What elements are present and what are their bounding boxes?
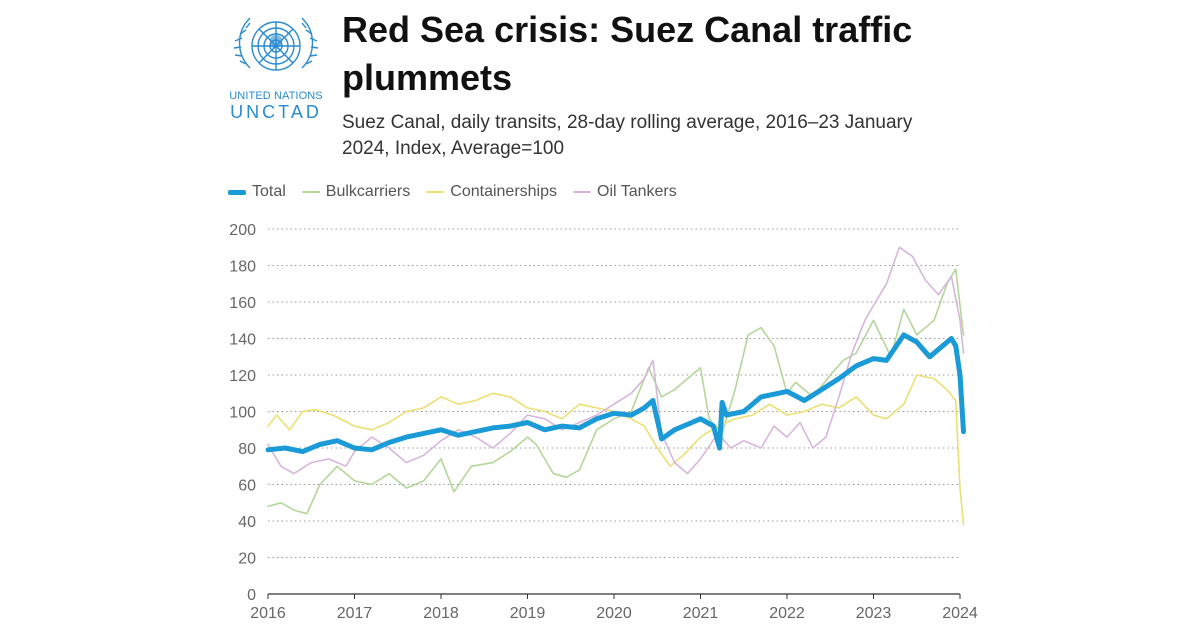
y-tick-label-80: 80 xyxy=(238,441,256,458)
y-tick-label-40: 40 xyxy=(238,514,256,531)
legend-label-total: Total xyxy=(252,183,286,200)
legend-swatch-oil-tankers xyxy=(573,191,591,193)
x-tick-label-2023: 2023 xyxy=(856,605,892,622)
y-tick-label-140: 140 xyxy=(229,332,256,349)
y-tick-label-20: 20 xyxy=(238,551,256,568)
series-line-bulkcarriers xyxy=(267,268,965,515)
un-emblem-icon xyxy=(233,17,319,71)
chart-title: Red Sea crisis: Suez Canal traffic plumm… xyxy=(342,9,913,98)
logo-line1: UNITED NATIONS xyxy=(229,90,323,102)
x-tick-label-2021: 2021 xyxy=(683,605,719,622)
legend-swatch-containerships xyxy=(426,191,445,193)
legend-item-containerships: Containerships xyxy=(426,183,557,201)
logo-line2: UNCTAD xyxy=(230,102,322,122)
x-tick-label-2017: 2017 xyxy=(337,605,373,622)
legend-swatch-bulkcarriers xyxy=(301,191,320,193)
legend-label-bulkcarriers: Bulkcarriers xyxy=(325,183,411,200)
y-tick-label-180: 180 xyxy=(229,259,256,276)
x-tick-label-2018: 2018 xyxy=(423,605,459,622)
unctad-logo: UNITED NATIONS UNCTAD xyxy=(226,6,326,124)
legend-label-oil-tankers: Oil Tankers xyxy=(597,183,677,200)
x-tick-label-2024: 2024 xyxy=(942,605,978,622)
series-line-oil-tankers xyxy=(267,246,965,475)
x-tick-label-2022: 2022 xyxy=(769,605,805,622)
y-tick-label-60: 60 xyxy=(238,478,256,495)
x-tick-label-2019: 2019 xyxy=(510,605,546,622)
x-tick-label-2020: 2020 xyxy=(596,605,632,622)
legend-item-total: Total xyxy=(228,183,286,201)
legend-label-containerships: Containerships xyxy=(450,183,557,200)
series-line-containerships xyxy=(267,374,965,526)
x-tick-label-2016: 2016 xyxy=(250,605,286,622)
legend-item-oil-tankers: Oil Tankers xyxy=(573,183,677,201)
y-tick-label-200: 200 xyxy=(229,222,256,239)
y-tick-label-120: 120 xyxy=(229,368,256,385)
y-tick-label-160: 160 xyxy=(229,295,256,312)
y-tick-label-0: 0 xyxy=(247,587,256,604)
y-tick-label-100: 100 xyxy=(229,405,256,422)
chart-subtitle: Suez Canal, daily transits, 28-day rolli… xyxy=(342,112,913,159)
chart-legend: Total Bulkcarriers Containerships Oil Ta… xyxy=(228,181,693,203)
legend-item-bulkcarriers: Bulkcarriers xyxy=(301,183,411,201)
legend-swatch-total xyxy=(228,189,246,195)
series-line-total xyxy=(265,332,966,455)
